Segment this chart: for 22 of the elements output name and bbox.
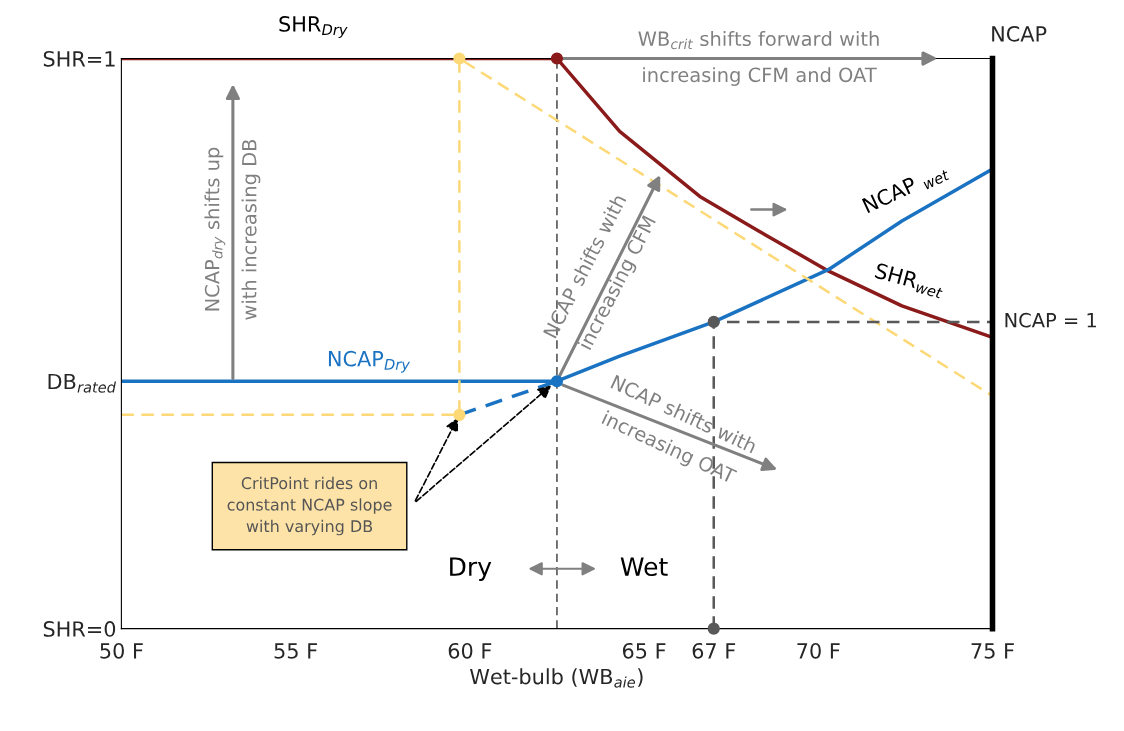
text: NCAP $_{wet}$ xyxy=(861,161,951,217)
x-axis-title: Wet-bulb (WB$_{aie}$) xyxy=(470,668,643,688)
y-tick-label: SHR=1 xyxy=(43,50,115,67)
annotation: Wet xyxy=(620,557,668,577)
x-tick-label: 75 F xyxy=(971,643,1014,659)
y-tick-label: SHR=0 xyxy=(43,621,116,637)
x-tick-label: 60 F xyxy=(448,642,492,659)
series-label: NCAP$_{Dry}$ xyxy=(328,350,411,373)
text: SHR$_{wet}$ xyxy=(873,262,946,299)
annotation: CritPoint rides on constant NCAP slope with varying DB xyxy=(227,476,392,536)
x-tick-label: 55 F xyxy=(274,643,317,659)
annotation: NCAP = 1 xyxy=(1005,312,1096,328)
annotation: NCAP$_{dry}$ shifts up with increasing DB xyxy=(204,139,261,320)
annotation: WB$_{crit}$ shifts forward with increasing CFM and OAT xyxy=(638,31,879,86)
y2-axis-title: NCAP xyxy=(992,25,1047,42)
x-tick-label: 50 F xyxy=(100,642,143,659)
y-tick-label: DB$_{rated}$ xyxy=(48,373,117,393)
annotation: Dry xyxy=(450,557,492,581)
series-label: SHR$_{Dry}$ xyxy=(279,16,348,38)
x-tick-label: 67 F xyxy=(692,642,736,659)
x-tick-label: 65 F xyxy=(622,642,666,659)
x-tick-label: 70 F xyxy=(797,642,840,659)
